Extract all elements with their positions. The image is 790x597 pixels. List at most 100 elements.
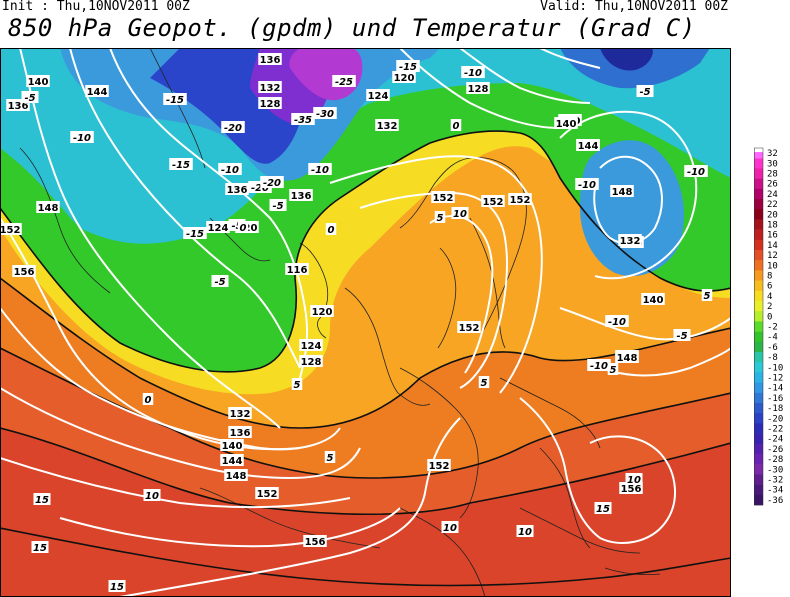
colorbar-swatch [754, 290, 763, 302]
colorbar-tick-label: 0 [767, 312, 772, 322]
temperature-label-box [31, 541, 49, 553]
geopotential-label: 136 [230, 428, 251, 439]
temperature-label: 15 [33, 543, 47, 554]
colorbar-labels: 32302826242220181614121086420-2-4-6-8-10… [767, 149, 783, 506]
geopotential-label: 148 [38, 203, 59, 214]
geopotential-label: 140 [556, 119, 577, 130]
temp-band-m30 [289, 48, 363, 101]
temperature-label-box [516, 525, 534, 537]
colorbar-swatch [754, 423, 763, 434]
temperature-label: -15 [186, 229, 204, 240]
geopotential-label: 132 [620, 236, 641, 247]
colorbar-tick-label: -20 [767, 414, 783, 424]
colorbar-swatch [754, 209, 763, 220]
geopotential-label: 144 [222, 456, 243, 467]
geopotential-label: 132 [260, 83, 281, 94]
colorbar-swatch [754, 372, 763, 383]
temperature-label: -25 [335, 77, 353, 88]
temperature-label-box [237, 221, 249, 233]
geopotential-label-box [258, 53, 282, 65]
colorbar-tick-label: 2 [767, 302, 772, 312]
colorbar-tick-label: -32 [767, 476, 783, 486]
colorbar-swatch [754, 433, 763, 445]
temperature-label: -5 [24, 93, 35, 104]
temperature-label: 10 [627, 475, 641, 486]
geopotential-label-box [258, 97, 282, 109]
colorbar-tick-label: -30 [767, 465, 783, 475]
colorbar-swatch [754, 301, 763, 312]
colorbar-tick-label: 30 [767, 159, 778, 169]
geopotential-label-box [255, 487, 279, 499]
colorbar-tick-label: -34 [767, 486, 783, 496]
colorbar-swatch [754, 474, 763, 485]
temperature-label-box [441, 521, 459, 533]
chart-title: 850 hPa Geopot. (gpdm) und Temperatur (G… [8, 14, 696, 42]
temperature-label: -35 [294, 115, 312, 126]
colorbar-swatch [754, 250, 763, 261]
colorbar-tick-label: -18 [767, 404, 783, 414]
colorbar-swatch [754, 152, 763, 159]
colorbar-swatch [754, 178, 763, 190]
temperature-label-box [221, 121, 245, 133]
colorbar-swatch [754, 362, 763, 373]
geopotential-label: 156 [14, 267, 35, 278]
geopotential-label: 136 [8, 101, 29, 112]
geopotential-label: 144 [578, 141, 599, 152]
temperature-label-box [183, 227, 207, 239]
geopotential-label-box [285, 263, 309, 275]
geopotential-label-box [641, 293, 665, 305]
geopotential-label: 140 [222, 441, 243, 452]
colorbar-tick-label: 4 [767, 292, 772, 302]
geopotential-label: 152 [483, 197, 504, 208]
geopotential-label-box [26, 75, 50, 87]
geopotential-label-box [481, 195, 505, 207]
temperature-label: 0 [328, 225, 335, 236]
temperature-label-box [451, 207, 469, 219]
temperature-label: -20 [224, 123, 242, 134]
temperature-label-box [169, 158, 193, 170]
colorbar-swatch [754, 219, 763, 230]
geopotential-label-box [289, 189, 313, 201]
temperature-label: -10 [73, 133, 91, 144]
geopotential-label-box [220, 439, 244, 451]
colorbar-swatch [754, 188, 763, 200]
colorbar-tick-label: 6 [767, 282, 772, 292]
colorbar-tick-label: -16 [767, 394, 783, 404]
temperature-label-box [605, 315, 629, 327]
geopotential-label: 128 [260, 99, 281, 110]
colorbar-tick-label: 18 [767, 221, 778, 231]
geopotential-label-box [310, 305, 334, 317]
temperature-label: -15 [399, 62, 417, 73]
geopotential-label-box [228, 407, 252, 419]
colorbar-swatch [754, 403, 763, 414]
coastlines [19, 48, 661, 597]
geopotential-label-box [554, 117, 578, 129]
temperature-label: 5 [704, 291, 711, 302]
temperature-label-box [587, 359, 611, 371]
temperature-label-box [396, 60, 420, 72]
geopotential-label: 136 [227, 185, 248, 196]
temperature-label-box [313, 107, 337, 119]
temperature-label-box [163, 93, 187, 105]
geopotential-label: 152 [510, 195, 531, 206]
temperature-label-box [575, 178, 599, 190]
weather-map: 140 136 144 148 152 156 136 132 128 124 120 116 120 1… [0, 48, 731, 597]
geopotential-label: 152 [0, 225, 20, 236]
colorbar-tick-label: -10 [767, 363, 783, 373]
colorbar-tick-label: 20 [767, 210, 778, 220]
geopotential-label-box [457, 321, 481, 333]
colorbar-tick-label: -6 [767, 343, 778, 353]
temperature-label: -20 [263, 178, 281, 189]
temperature-colorbar: 32302826242220181614121086420-2-4-6-8-10… [754, 147, 783, 506]
colorbar-tick-label: 8 [767, 272, 772, 282]
temperature-label: -30 [316, 109, 334, 120]
geopotential-label-box [258, 81, 282, 93]
geopotential-label-box [0, 223, 22, 235]
geopotential-label-box [392, 71, 416, 83]
geopotential-label: 120 [394, 73, 415, 84]
temperature-label-box [108, 580, 126, 592]
colorbar-tick-label: -12 [767, 374, 783, 384]
temperature-label: 0 [240, 223, 247, 234]
temperature-label-box [701, 289, 713, 301]
